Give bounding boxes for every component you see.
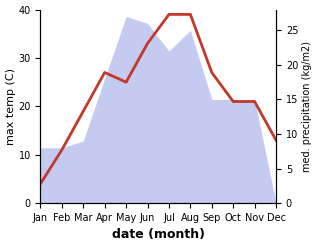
Y-axis label: med. precipitation (kg/m2): med. precipitation (kg/m2) [302,41,313,172]
Y-axis label: max temp (C): max temp (C) [5,68,16,145]
X-axis label: date (month): date (month) [112,228,205,242]
